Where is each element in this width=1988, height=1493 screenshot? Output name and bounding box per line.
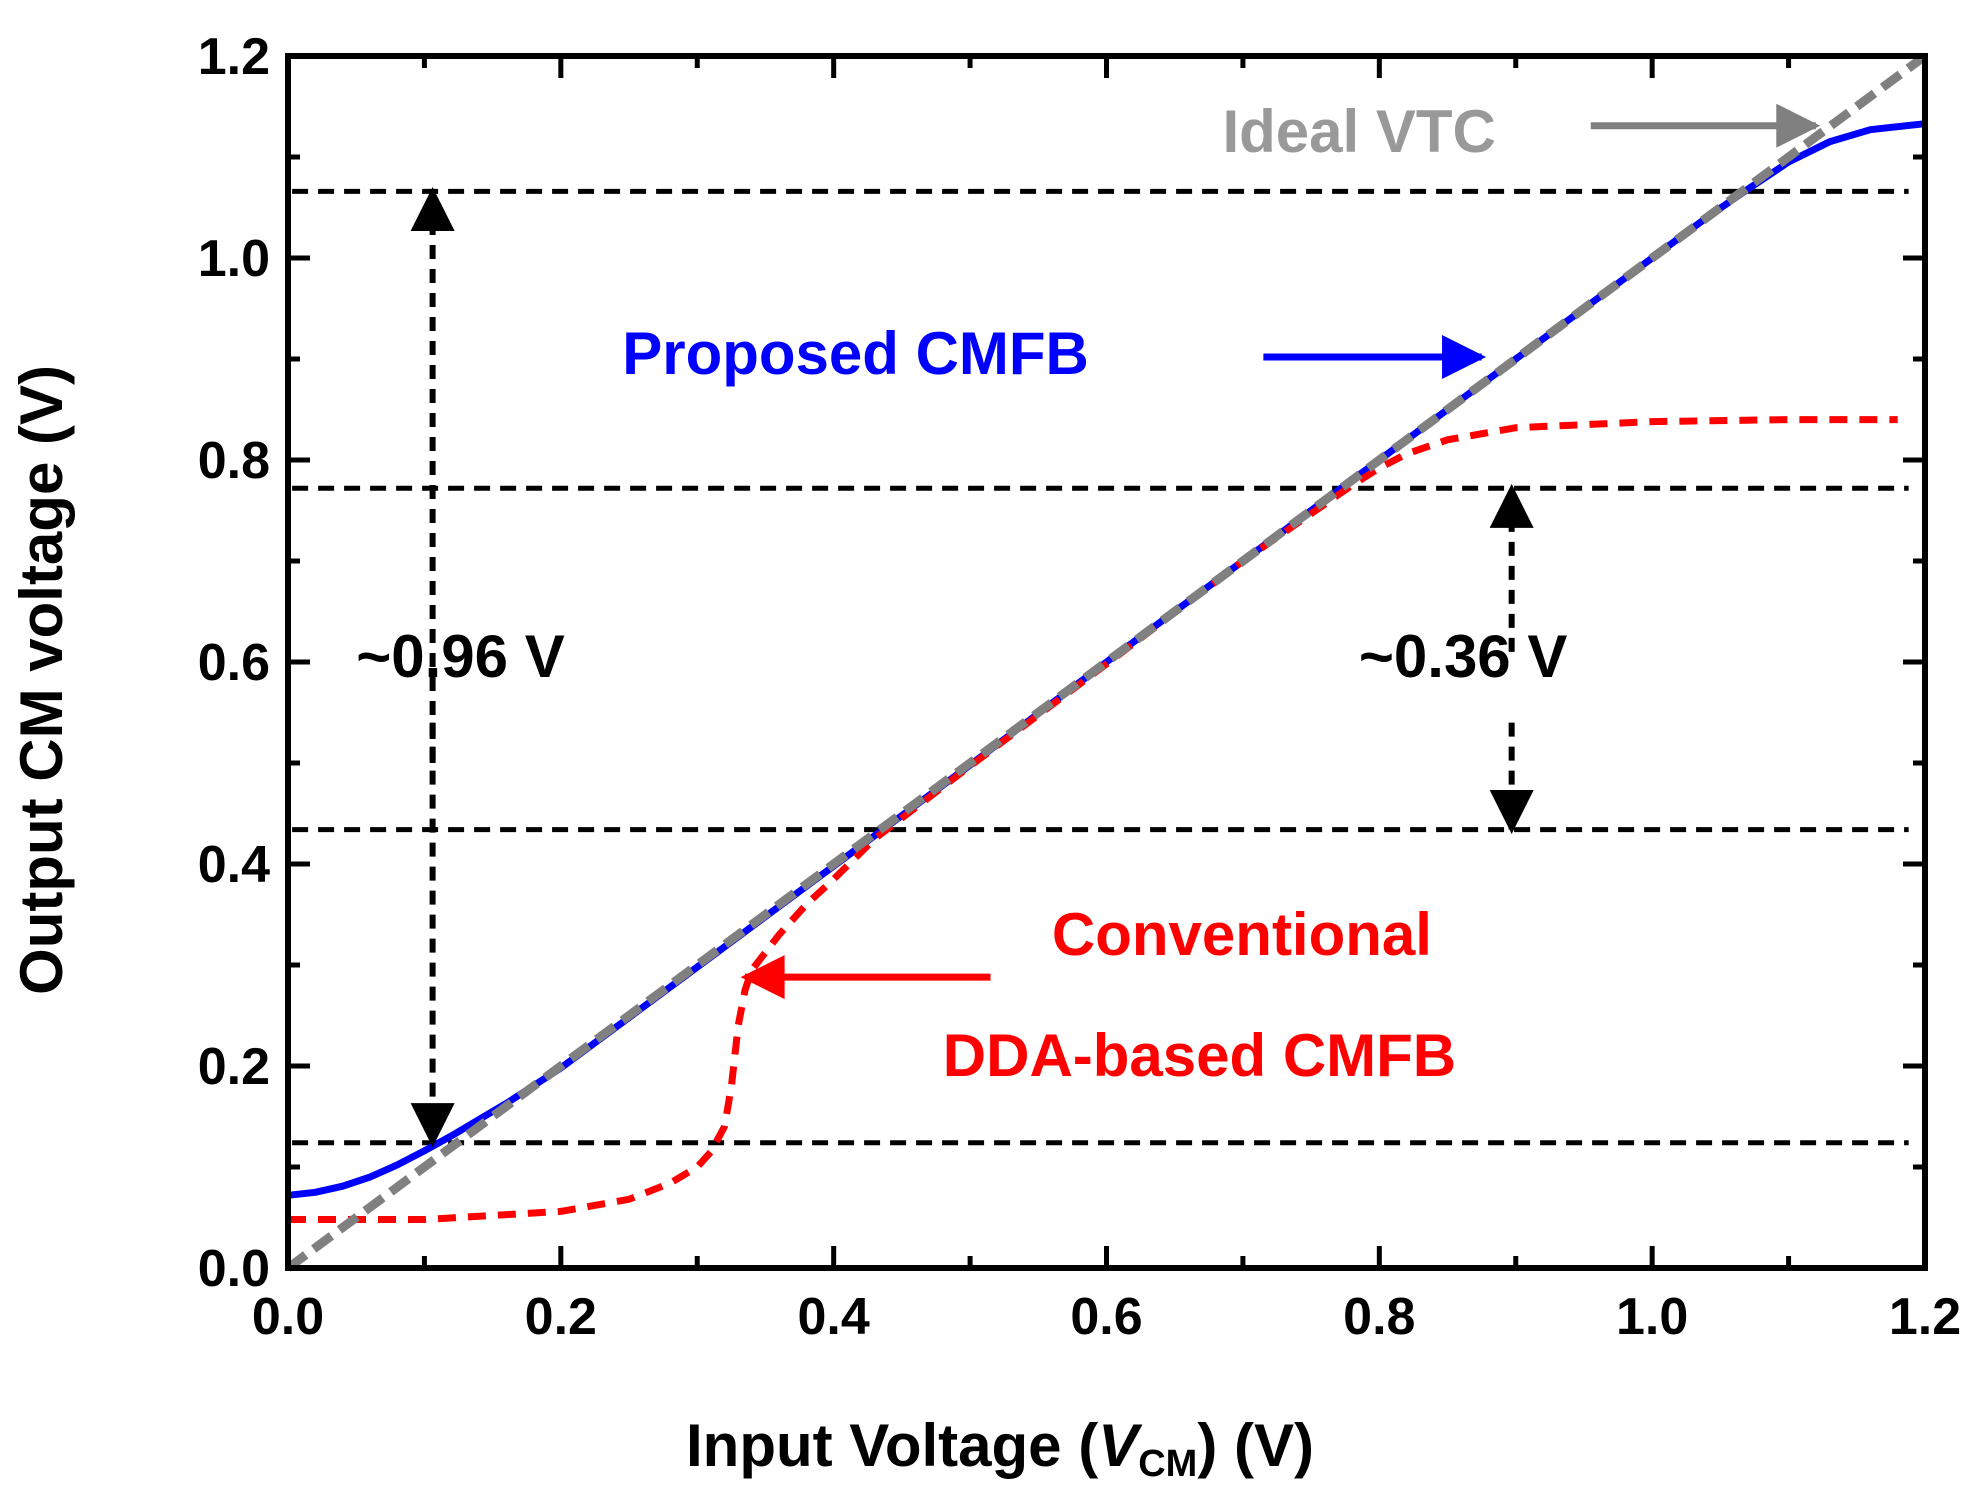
x-tick-label: 1.2 [1889, 1288, 1961, 1346]
annotations: Ideal VTC Proposed CMFB Conventional DDA-ba… [356, 98, 1567, 1089]
x-tick-label: 0.8 [1343, 1288, 1415, 1346]
y-axis-title: Output CM voltage (V) [8, 365, 75, 995]
y-tick-label: 1.2 [198, 28, 270, 86]
axes: 0.0 0.2 0.4 0.6 0.8 1.0 1.2 0.0 0.2 0.4 0.6 0.8 1.0 1… [198, 28, 1961, 1346]
x-axis-title: Input Voltage (VCM) (V) [686, 1412, 1314, 1485]
series-ideal-vtc [285, 52, 1928, 1272]
x-axis-title-variable: V [1098, 1412, 1143, 1479]
x-axis-title-suffix: ) (V) [1197, 1412, 1314, 1479]
y-tick-label: 0.6 [198, 634, 270, 692]
x-axis-title-subscript: CM [1138, 1443, 1197, 1485]
x-tick-label: 0.2 [525, 1288, 597, 1346]
x-tick-label: 1.0 [1616, 1288, 1688, 1346]
x-tick-label: 0.0 [252, 1288, 324, 1346]
annotation-0-36-v: ~0.36 V [1359, 623, 1568, 690]
x-axis-title-prefix: Input Voltage ( [686, 1412, 1098, 1479]
annotation-conventional: Conventional [1052, 901, 1432, 968]
y-tick-label: 0.4 [198, 836, 270, 894]
x-tick-label: 0.6 [1070, 1288, 1142, 1346]
y-tick-label: 0.0 [198, 1240, 270, 1298]
reference-lines [292, 188, 1909, 1146]
annotation-dda-based-cmfb: DDA-based CMFB [943, 1022, 1456, 1089]
y-tick-label: 0.8 [198, 432, 270, 490]
y-tick-label: 0.2 [198, 1038, 270, 1096]
series-lines [285, 52, 1928, 1272]
annotation-0-96-v: ~0.96 V [356, 623, 565, 690]
x-tick-label: 0.4 [798, 1288, 870, 1346]
y-tick-label: 1.0 [198, 230, 270, 288]
annotation-ideal-vtc: Ideal VTC [1222, 98, 1495, 165]
annotation-proposed-cmfb: Proposed CMFB [622, 320, 1089, 387]
annotation-arrows [410, 103, 1821, 1148]
series-conventional-dda-based-cmfb [288, 416, 1898, 1223]
